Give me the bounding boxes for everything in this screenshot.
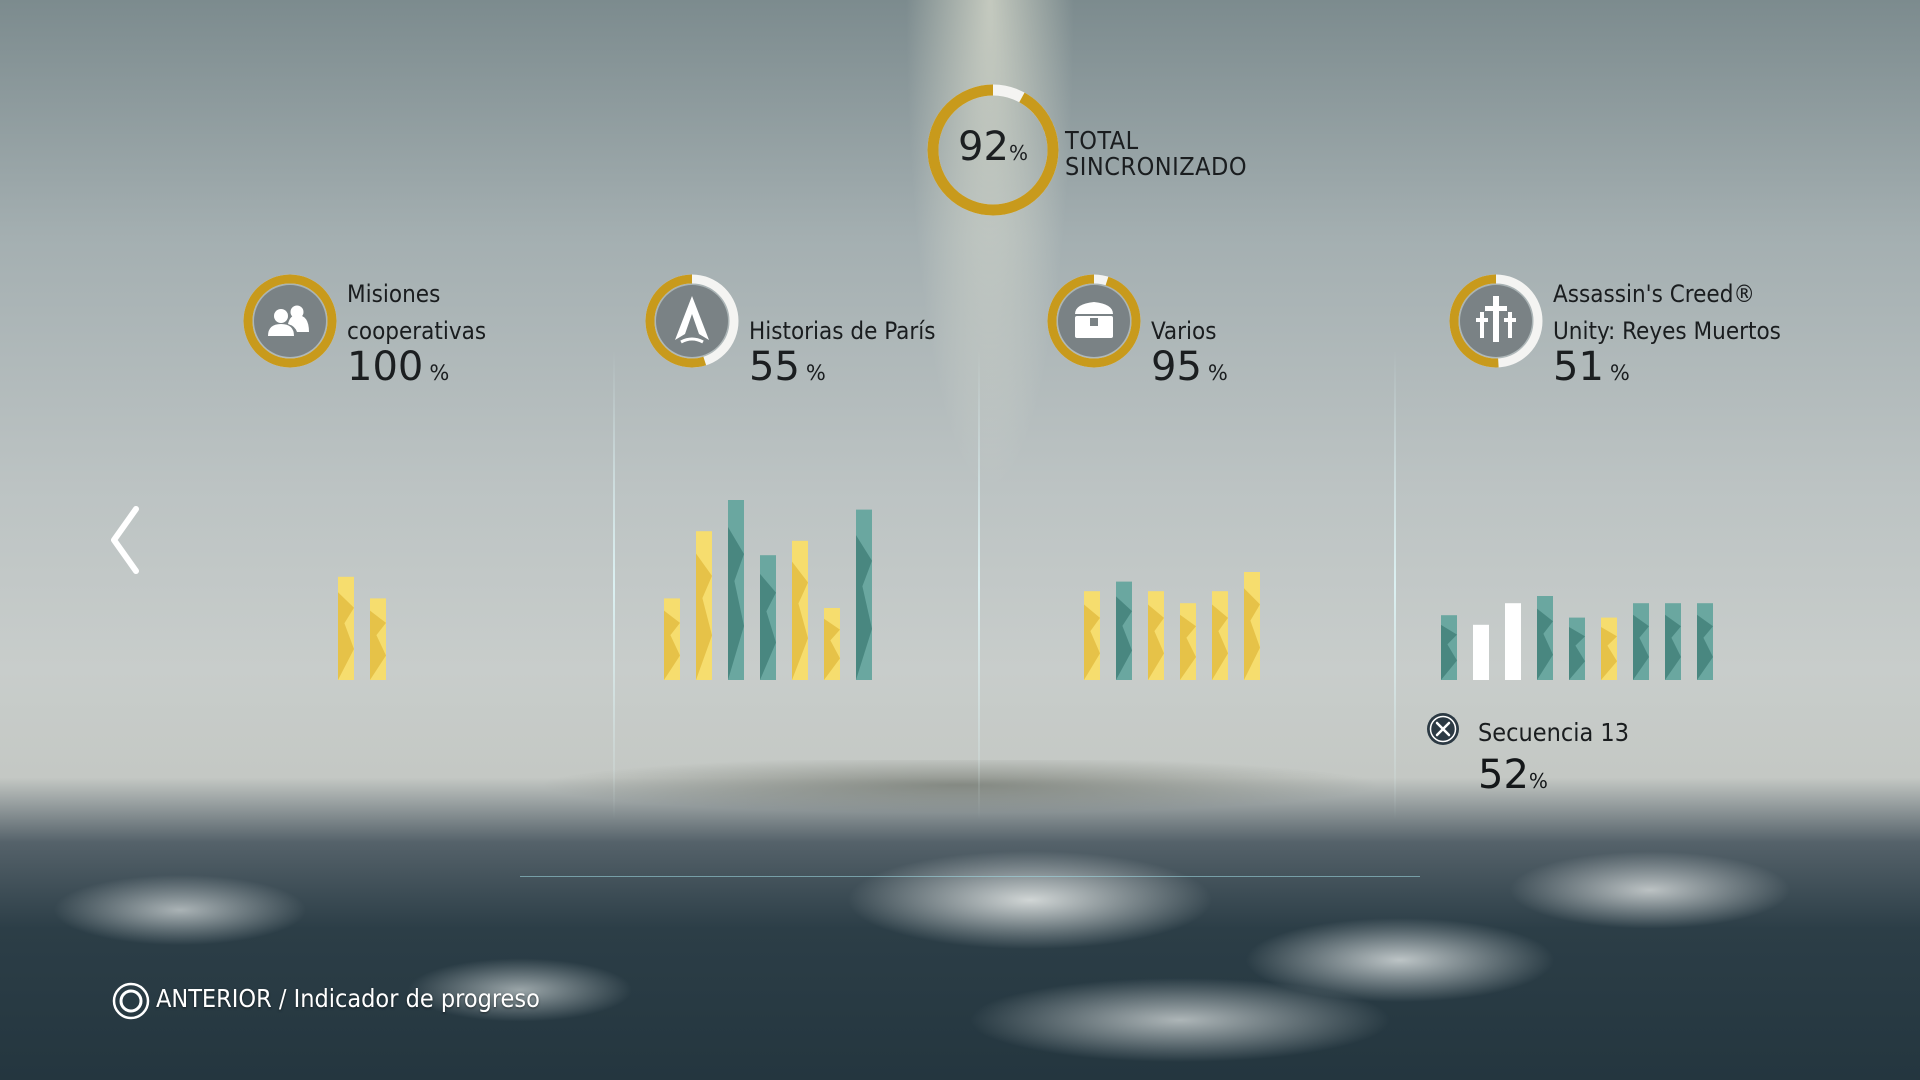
progress-bar <box>1537 596 1553 680</box>
progress-bar <box>1569 617 1585 680</box>
progress-bar <box>792 540 808 680</box>
coop-progress-ring <box>243 274 337 368</box>
progress-bar <box>1441 615 1457 680</box>
progress-bar <box>1116 581 1132 680</box>
progress-bar <box>1244 572 1260 680</box>
selected-sequence[interactable]: Secuencia 13 52% <box>1426 712 1686 802</box>
progress-bar <box>664 598 680 680</box>
catacomb-crosses-icon <box>1476 296 1516 342</box>
treasure-chest-icon <box>1075 302 1113 338</box>
progress-bar <box>824 608 840 680</box>
category-name: Misiones cooperativas <box>347 280 487 345</box>
progress-bar <box>1601 617 1617 680</box>
progress-bar <box>1084 591 1100 680</box>
progress-bar <box>1505 603 1521 680</box>
progress-bar <box>338 576 354 680</box>
progress-bar <box>696 531 712 680</box>
paris-progress-ring <box>645 274 739 368</box>
cross-button-icon[interactable] <box>1426 712 1460 746</box>
progress-bar <box>1697 603 1713 680</box>
category-percent: 95% <box>1151 344 1228 390</box>
progress-bar <box>1633 603 1649 680</box>
circle-button-icon[interactable] <box>112 982 150 1020</box>
total-label: TOTAL SINCRONIZADO <box>1065 126 1248 181</box>
category-percent: 51% <box>1553 344 1630 390</box>
progress-bar <box>1665 603 1681 680</box>
category-paris-stories[interactable]: Historias de París 55% <box>645 274 1025 394</box>
category-name: Historias de París <box>749 317 936 345</box>
coop-bar-group <box>336 440 396 680</box>
dead-kings-progress-ring <box>1449 274 1543 368</box>
progress-bar <box>728 500 744 680</box>
progress-bar <box>1212 591 1228 680</box>
category-dead-kings[interactable]: Assassin's Creed® Unity: Reyes Muertos 51… <box>1449 274 1829 394</box>
assassin-insignia-icon <box>675 296 709 344</box>
sequence-name: Secuencia 13 <box>1478 718 1630 747</box>
progress-bar <box>1180 603 1196 680</box>
category-name: Varios <box>1151 317 1217 345</box>
coop-players-icon <box>268 305 309 336</box>
category-percent: 100% <box>347 344 450 390</box>
category-percent: 55% <box>749 344 826 390</box>
chevron-left-icon[interactable] <box>106 505 142 575</box>
city-fog-background <box>0 760 1920 1080</box>
total-progress-ring <box>927 84 1059 216</box>
progress-bar <box>760 555 776 680</box>
progress-bar <box>856 509 872 680</box>
progress-bar <box>1473 624 1489 680</box>
category-coop-missions[interactable]: Misiones cooperativas 100% <box>243 274 623 394</box>
category-misc[interactable]: Varios 95% <box>1047 274 1427 394</box>
total-percent: 92% <box>958 124 1028 170</box>
progress-bar <box>1148 591 1164 680</box>
misc-progress-ring <box>1047 274 1141 368</box>
column-divider <box>1394 350 1396 820</box>
column-divider <box>978 350 980 820</box>
column-divider <box>613 350 615 820</box>
dead-kings-bar-group <box>1439 440 1729 680</box>
misc-bar-group <box>1082 440 1262 680</box>
progress-bar <box>370 598 386 680</box>
paris-bar-group <box>662 440 876 680</box>
horizon-line <box>520 876 1420 877</box>
sequence-percent: 52% <box>1478 752 1548 798</box>
category-name: Assassin's Creed® Unity: Reyes Muertos <box>1553 280 1781 345</box>
footer-text: ANTERIOR / Indicador de progreso <box>156 984 540 1013</box>
